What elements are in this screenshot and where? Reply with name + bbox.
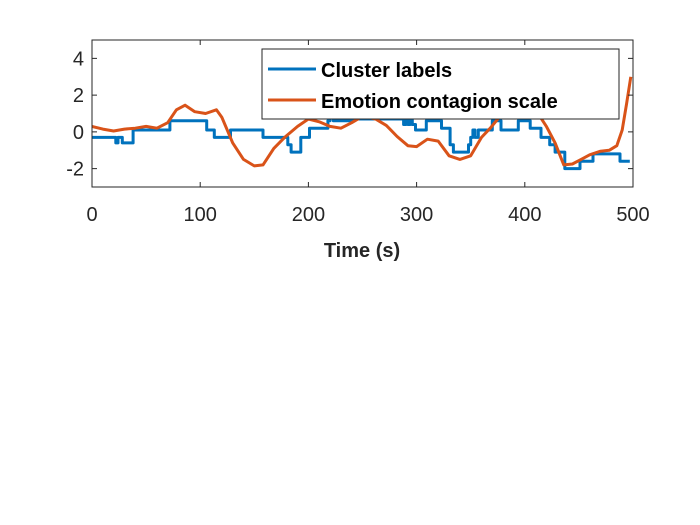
y-tick-label: 2 bbox=[73, 85, 84, 107]
x-tick-label: 500 bbox=[616, 204, 649, 226]
y-tick-label: -2 bbox=[66, 159, 84, 181]
x-axis-title: Time (s) bbox=[324, 240, 400, 262]
x-tick-label: 0 bbox=[86, 204, 97, 226]
plot-frame bbox=[91, 39, 634, 188]
legend-label-cluster-labels: Cluster labels bbox=[321, 60, 452, 82]
y-tick-label: 4 bbox=[73, 48, 84, 70]
y-tick-label: 0 bbox=[73, 122, 84, 144]
ticks-layer: 0 100 200 300 400 500 -2 0 2 4 bbox=[66, 40, 650, 226]
series-line-cluster-labels bbox=[92, 110, 630, 171]
legend-label-emotion-contagion-scale: Emotion contagion scale bbox=[321, 91, 558, 113]
x-tick-label: 200 bbox=[292, 204, 325, 226]
x-tick-label: 400 bbox=[508, 204, 541, 226]
legend: Cluster labels Emotion contagion scale bbox=[261, 48, 620, 120]
legend-box bbox=[261, 48, 620, 120]
x-tick-label: 300 bbox=[400, 204, 433, 226]
x-tick-label: 100 bbox=[184, 204, 217, 226]
